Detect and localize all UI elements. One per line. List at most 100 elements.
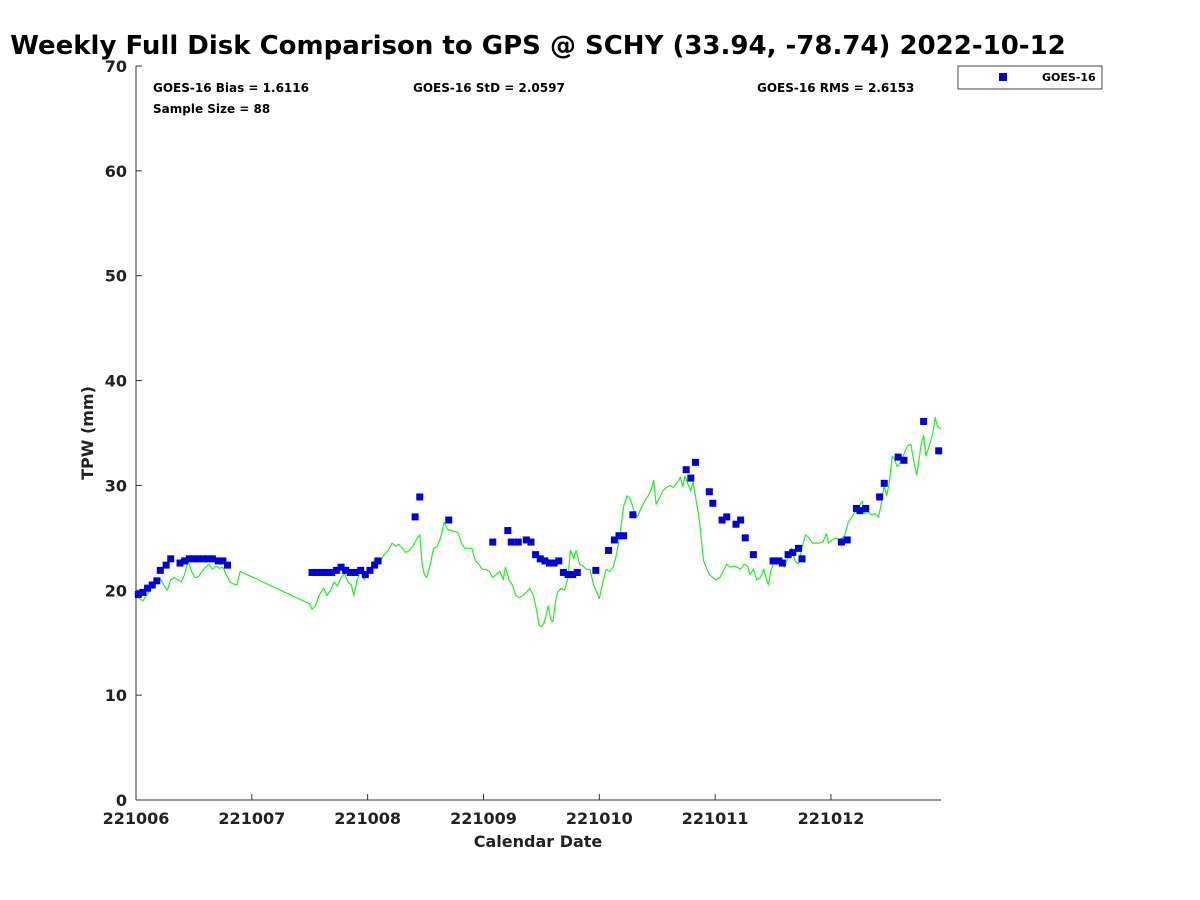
data-point-goes16 [199,555,207,563]
sample-size-stat: Sample Size = 88 [153,102,270,116]
y-axis-label: TPW (mm) [78,386,97,480]
data-point-goes16 [156,566,164,574]
x-axis-ticks: 221006 221007 221008 221009 221010 221011 2210… [103,794,865,828]
data-point-goes16 [342,566,350,574]
data-point-goes16 [214,557,222,565]
x-tick-label: 221008 [334,809,401,828]
data-point-goes16 [195,555,203,563]
data-point-goes16 [219,557,227,565]
data-point-goes16 [308,568,316,576]
data-point-goes16 [332,566,340,574]
y-tick-label: 20 [105,581,127,600]
data-point-goes16 [920,417,928,425]
data-point-goes16 [723,513,731,521]
data-point-goes16 [682,466,690,474]
data-point-goes16 [181,557,189,565]
data-point-goes16 [318,568,326,576]
data-point-goes16 [546,559,554,567]
data-point-goes16 [208,555,216,563]
data-point-goes16 [620,532,628,540]
chart-title: Weekly Full Disk Comparison to GPS @ SCH… [10,31,1066,61]
y-axis-ticks: 0 10 20 30 40 50 60 70 [105,57,142,810]
data-point-goes16 [564,571,572,579]
data-point-goes16 [536,555,544,563]
legend: GOES-16 [957,65,1103,90]
y-tick-label: 50 [105,267,127,286]
data-point-goes16 [795,544,803,552]
goes16-point-series [134,417,943,598]
data-point-goes16 [837,538,845,546]
data-point-goes16 [411,513,419,521]
data-point-goes16 [541,557,549,565]
data-point-goes16 [416,493,424,501]
data-point-goes16 [876,493,884,501]
x-tick-label: 221012 [798,809,865,828]
data-point-goes16 [843,536,851,544]
x-tick-label: 221009 [450,809,517,828]
data-point-goes16 [139,588,147,596]
y-tick-label: 30 [105,476,127,495]
data-point-goes16 [629,511,637,519]
data-point-goes16 [769,557,777,565]
data-point-goes16 [185,555,193,563]
data-point-goes16 [894,453,902,461]
data-point-goes16 [737,516,745,524]
data-point-goes16 [573,568,581,576]
data-point-goes16 [935,447,943,455]
data-point-goes16 [514,538,522,546]
data-point-goes16 [153,577,161,585]
x-tick-label: 221010 [566,809,633,828]
data-point-goes16 [371,561,379,569]
y-tick-label: 70 [105,57,127,76]
data-point-goes16 [732,520,740,528]
data-point-goes16 [357,566,365,574]
data-point-goes16 [144,584,152,592]
data-point-goes16 [789,549,797,557]
x-tick-label: 221007 [218,809,285,828]
data-point-goes16 [900,456,908,464]
data-point-goes16 [610,536,618,544]
data-point-goes16 [550,559,558,567]
x-tick-label: 221011 [682,809,749,828]
y-tick-label: 10 [105,686,127,705]
data-point-goes16 [445,516,453,524]
data-point-goes16 [346,568,354,576]
data-point-goes16 [361,571,369,579]
data-point-goes16 [880,479,888,487]
data-point-goes16 [709,499,717,507]
data-point-goes16 [328,568,336,576]
data-point-goes16 [532,551,540,559]
data-point-goes16 [313,568,321,576]
x-axis-label: Calendar Date [474,832,603,851]
data-point-goes16 [862,504,870,512]
data-point-goes16 [592,566,600,574]
data-point-goes16 [504,527,512,535]
data-point-goes16 [167,555,175,563]
data-point-goes16 [351,568,359,576]
data-point-goes16 [559,568,567,576]
data-point-goes16 [323,568,331,576]
data-point-goes16 [527,538,535,546]
y-tick-label: 60 [105,162,127,181]
data-point-goes16 [605,546,613,554]
data-point-goes16 [749,551,757,559]
data-point-goes16 [741,534,749,542]
data-point-goes16 [337,563,345,571]
data-point-goes16 [224,561,232,569]
data-point-goes16 [555,557,563,565]
data-point-goes16 [148,581,156,589]
data-point-goes16 [190,555,198,563]
data-point-goes16 [718,516,726,524]
data-point-goes16 [204,555,212,563]
y-tick-label: 40 [105,372,127,391]
data-point-goes16 [778,559,786,567]
data-point-goes16 [374,557,382,565]
plot-area [135,66,941,801]
data-point-goes16 [522,536,530,544]
legend-marker-goes16 [999,73,1007,81]
bias-stat: GOES-16 Bias = 1.6116 [153,81,309,95]
data-point-goes16 [798,555,806,563]
data-point-goes16 [569,571,577,579]
data-point-goes16 [784,551,792,559]
